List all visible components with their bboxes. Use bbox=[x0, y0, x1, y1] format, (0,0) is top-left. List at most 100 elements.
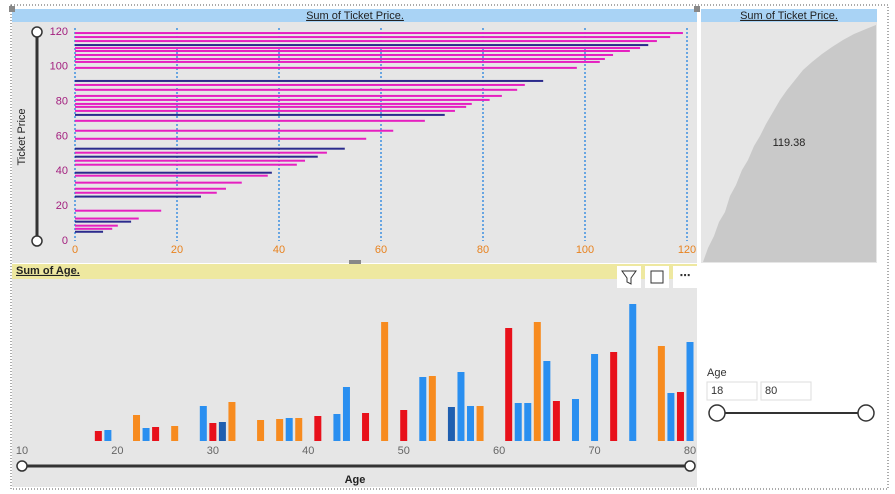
bar bbox=[75, 36, 671, 39]
bar bbox=[505, 328, 513, 441]
resize-handle[interactable] bbox=[694, 6, 700, 12]
x-tick-label: 40 bbox=[273, 244, 285, 256]
bar bbox=[514, 403, 522, 441]
resize-handle[interactable] bbox=[9, 6, 15, 12]
x-tick-label: 40 bbox=[302, 445, 314, 457]
card-sparkline bbox=[703, 25, 876, 262]
y-tick-label: 80 bbox=[56, 96, 68, 108]
slicer-min-box[interactable] bbox=[706, 381, 758, 401]
bar bbox=[75, 195, 201, 198]
title-bar bbox=[12, 9, 697, 22]
bar bbox=[75, 151, 327, 154]
x-tick-label: 10 bbox=[16, 445, 28, 457]
bar bbox=[276, 419, 284, 441]
bar bbox=[75, 102, 472, 105]
bar bbox=[75, 163, 297, 166]
x-tick-label: 100 bbox=[576, 244, 594, 256]
bar bbox=[152, 427, 160, 441]
y-tick-label: 120 bbox=[50, 26, 68, 38]
bar bbox=[75, 181, 242, 184]
chart-title: Sum of Age. bbox=[16, 265, 80, 277]
bar bbox=[75, 155, 318, 158]
bar bbox=[552, 401, 560, 441]
bar bbox=[75, 129, 394, 132]
bar bbox=[218, 422, 226, 441]
bar bbox=[75, 32, 683, 35]
bar bbox=[75, 83, 525, 86]
bar bbox=[75, 49, 630, 52]
bar bbox=[75, 44, 649, 47]
card-title: Sum of Ticket Price. bbox=[740, 10, 838, 22]
bar bbox=[467, 406, 475, 441]
more-icon[interactable] bbox=[673, 266, 697, 288]
bar bbox=[610, 352, 618, 441]
bar bbox=[75, 191, 217, 194]
chart-title: Sum of Ticket Price. bbox=[306, 10, 404, 22]
slider-handle[interactable] bbox=[16, 460, 28, 472]
slicer-title: Age bbox=[707, 367, 727, 379]
bar bbox=[75, 88, 518, 91]
bar bbox=[75, 137, 367, 140]
resize-handle[interactable] bbox=[349, 260, 361, 265]
bar bbox=[419, 377, 427, 441]
filter-glyph bbox=[621, 270, 637, 285]
filter-icon[interactable] bbox=[617, 266, 641, 288]
bar bbox=[75, 53, 614, 56]
bar bbox=[228, 402, 236, 441]
bar bbox=[428, 376, 436, 441]
bar bbox=[75, 187, 226, 190]
x-tick-label: 70 bbox=[588, 445, 600, 457]
bar bbox=[75, 113, 445, 116]
bar bbox=[285, 418, 293, 441]
focus-icon[interactable] bbox=[645, 266, 669, 288]
bar bbox=[543, 361, 551, 441]
x-tick-label: 60 bbox=[375, 244, 387, 256]
bar bbox=[295, 418, 303, 441]
bar bbox=[75, 40, 657, 43]
bar bbox=[75, 109, 455, 112]
y-tick-label: 100 bbox=[50, 61, 68, 73]
slider-handle[interactable] bbox=[31, 235, 43, 247]
x-tick-label: 80 bbox=[477, 244, 489, 256]
bar bbox=[75, 79, 544, 82]
bar bbox=[257, 420, 265, 441]
bar bbox=[104, 430, 112, 441]
x-tick-label: 80 bbox=[684, 445, 696, 457]
bar bbox=[75, 98, 490, 101]
bar bbox=[75, 60, 600, 63]
bar bbox=[75, 57, 605, 60]
x-tick-label: 20 bbox=[171, 244, 183, 256]
slider-handle[interactable] bbox=[684, 460, 696, 472]
bar bbox=[314, 416, 322, 441]
y-tick-label: 20 bbox=[56, 200, 68, 212]
bar bbox=[533, 322, 541, 441]
page-border bbox=[10, 4, 889, 490]
bar bbox=[75, 119, 425, 122]
x-tick-label: 20 bbox=[111, 445, 123, 457]
bar bbox=[199, 406, 207, 441]
x-tick-label: 120 bbox=[678, 244, 696, 256]
slicer-handle[interactable] bbox=[708, 404, 726, 422]
title-bar bbox=[12, 264, 697, 279]
x-tick-label: 50 bbox=[398, 445, 410, 457]
bar bbox=[94, 431, 102, 441]
title-bar bbox=[701, 9, 877, 22]
bar bbox=[362, 413, 370, 441]
slider-handle[interactable] bbox=[31, 26, 43, 38]
x-tick-label: 30 bbox=[207, 445, 219, 457]
y-tick-label: 0 bbox=[62, 235, 68, 247]
bar bbox=[171, 426, 179, 441]
bar bbox=[75, 227, 113, 230]
bar bbox=[629, 304, 637, 441]
slicer-handle[interactable] bbox=[857, 404, 875, 422]
bar bbox=[667, 393, 675, 441]
y-axis-title: Ticket Price bbox=[16, 108, 28, 165]
slicer-min: 18 bbox=[711, 385, 723, 397]
y-tick-label: 60 bbox=[56, 130, 68, 142]
x-tick-label: 60 bbox=[493, 445, 505, 457]
x-axis-title: Age bbox=[345, 474, 366, 486]
bar bbox=[686, 342, 694, 441]
slicer-max-box[interactable] bbox=[760, 381, 812, 401]
bar bbox=[381, 322, 389, 441]
